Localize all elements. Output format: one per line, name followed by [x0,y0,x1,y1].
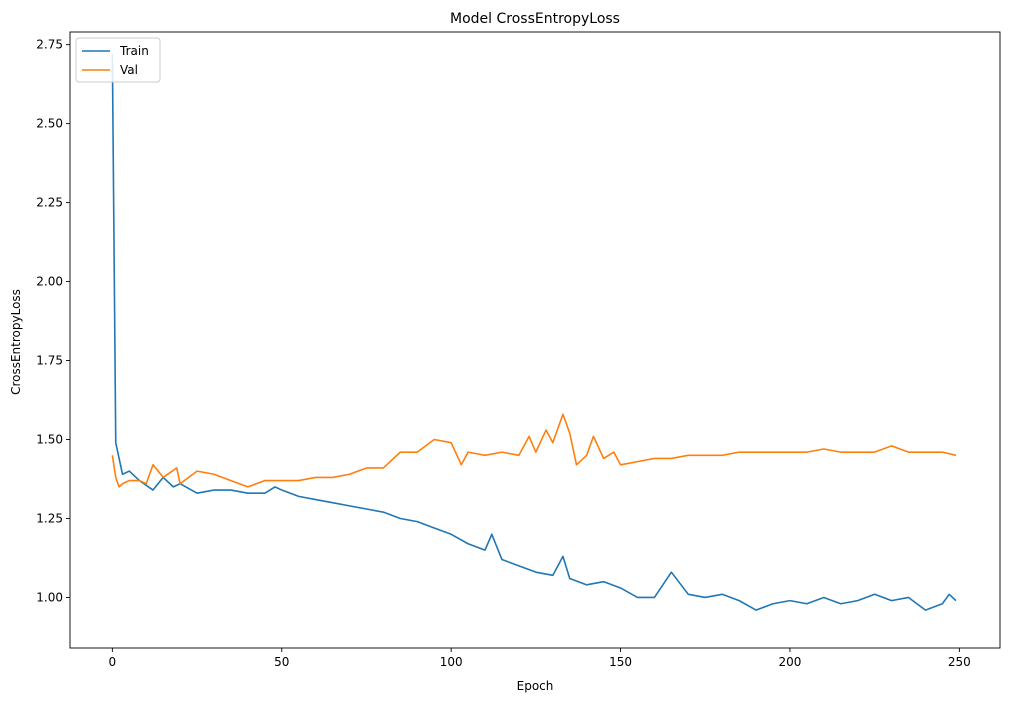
x-tick-label: 150 [609,655,632,669]
y-tick-label: 2.75 [36,38,63,52]
y-tick-label: 2.00 [36,275,63,289]
y-axis-label: CrossEntropyLoss [9,289,23,395]
series-line-train [111,54,957,611]
chart-title: Model CrossEntropyLoss [450,11,620,27]
x-tick-label: 50 [274,655,289,669]
y-tick-label: 1.75 [36,354,63,368]
y-tick-label: 1.50 [36,433,63,447]
x-tick-label: 200 [778,655,801,669]
legend: Train Val [75,37,161,83]
series-line-val [111,413,957,488]
legend-label-val: Val [120,63,138,77]
y-tick-label: 2.25 [36,196,63,210]
plot-area: 0 50 100 150 200 250 1.00 1.25 1.50 1.75 2.00 2.25 2… [36,31,1001,669]
legend-box [75,37,161,83]
x-tick-label: 0 [109,655,117,669]
x-tick-label: 250 [948,655,971,669]
x-tick-label: 100 [440,655,463,669]
y-tick-label: 1.25 [36,511,63,525]
x-axis-label: Epoch [517,679,554,693]
y-tick-label: 2.50 [36,117,63,131]
legend-label-train: Train [119,44,149,58]
y-tick-label: 1.00 [36,590,63,604]
axes-frame [69,31,1001,649]
